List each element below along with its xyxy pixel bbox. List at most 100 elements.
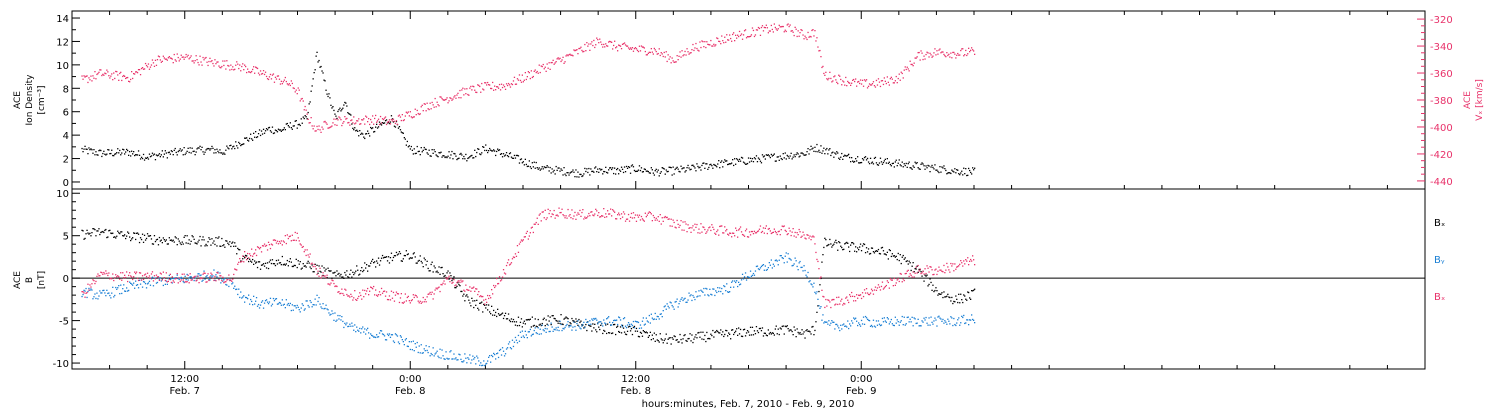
bz-point [696,224,697,225]
density-point [955,172,956,173]
bx-point [297,267,298,268]
bx-point [221,238,222,239]
vx-point [656,51,657,52]
by-point [674,309,675,310]
by-point [350,326,351,327]
bz-point [378,294,379,295]
bx-point [353,274,354,275]
vx-point [295,91,296,92]
bx-point [263,263,264,264]
density-point [84,146,85,147]
vx-point [696,48,697,49]
by-point [272,304,273,305]
bx-point [432,262,433,263]
bx-point [534,325,535,326]
bz-point [206,281,207,282]
by-point [477,357,478,358]
bz-point [876,290,877,291]
density-point [379,122,380,123]
bz-point [574,212,575,213]
bz-point [910,273,911,274]
bz-point [169,279,170,280]
density-point [254,137,255,138]
by-point [589,320,590,321]
density-point [548,167,549,168]
density-point [823,148,824,149]
bx-point [82,230,83,231]
density-point [765,158,766,159]
bx-point [271,263,272,264]
by-point [200,274,201,275]
density-point [547,165,548,166]
vx-point [903,77,904,78]
bz-point [392,298,393,299]
vx-point [492,82,493,83]
by-point [595,318,596,319]
by-point [262,300,263,301]
vx-point [137,72,138,73]
x-tick-label-time: 12:00 [621,374,650,385]
by-point [150,285,151,286]
vx-point [650,52,651,53]
density-point [822,150,823,151]
bz-point [202,274,203,275]
by-point [709,289,710,290]
bx-point [117,231,118,232]
bx-point [900,254,901,255]
bz-point [573,215,574,216]
vx-point [360,123,361,124]
by-point [829,325,830,326]
by-point [855,318,856,319]
density-point [424,147,425,148]
density-point [837,152,838,153]
density-point [809,149,810,150]
density-point [832,152,833,153]
bx-point [905,257,906,258]
bz-point [594,213,595,214]
by-point [698,290,699,291]
density-point [726,160,727,161]
bx-point [403,258,404,259]
bz-point [147,273,148,274]
vx-point [951,57,952,58]
by-point [160,277,161,278]
by-point [467,357,468,358]
density-point [562,174,563,175]
density-point [277,131,278,132]
bx-point [825,239,826,240]
vx-point [468,95,469,96]
bx-point [951,297,952,298]
by-point [743,278,744,279]
by-point [121,293,122,294]
by-point [590,324,591,325]
bx-point [146,238,147,239]
bz-point [256,255,257,256]
bz-point [848,302,849,303]
vx-point [856,86,857,87]
density-point [546,167,547,168]
bz-point [423,297,424,298]
vx-point [479,86,480,87]
bz-point [233,274,234,275]
by-point [869,320,870,321]
density-point [734,158,735,159]
density-point [148,158,149,159]
bz-point [949,272,950,273]
by-point [933,320,934,321]
bz-point [862,292,863,293]
bx-point [677,339,678,340]
bz-point [955,269,956,270]
bx-point [423,266,424,267]
bx-point [835,240,836,241]
bz-point [840,300,841,301]
by-point [925,317,926,318]
bx-point [926,275,927,276]
vx-point [896,76,897,77]
bz-point [889,288,890,289]
bz-point [190,273,191,274]
density-point [541,168,542,169]
density-point [679,171,680,172]
bx-point [911,270,912,271]
bx-point [227,243,228,244]
by-point [733,287,734,288]
